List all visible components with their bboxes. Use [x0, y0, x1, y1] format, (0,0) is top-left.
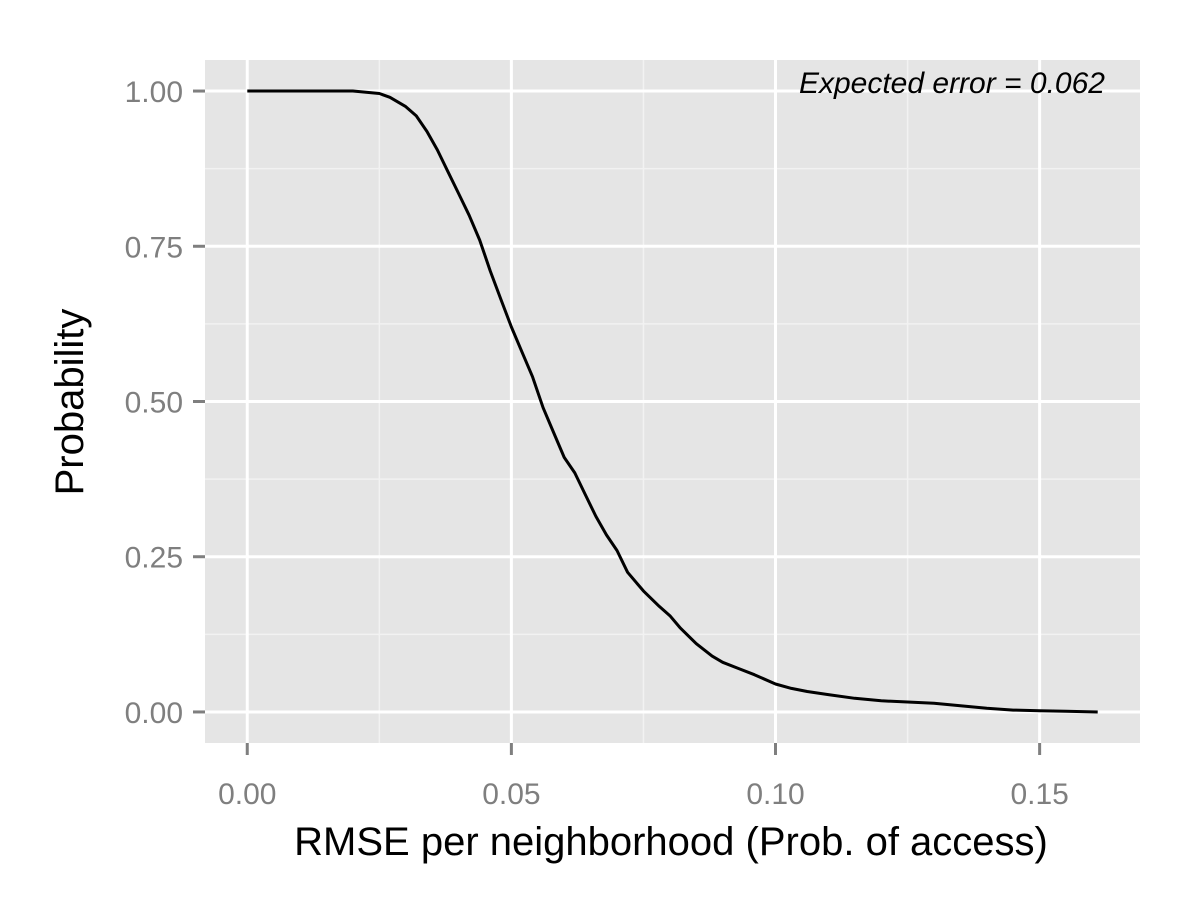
series-line: [247, 89, 1098, 714]
x-tick-label: 0.05: [482, 778, 540, 811]
y-tick-label: 0.75: [125, 231, 183, 264]
y-tick-label: 1.00: [125, 76, 183, 109]
expected-error-annotation: Expected error = 0.062: [799, 67, 1105, 100]
x-tick-label: 0.10: [746, 778, 804, 811]
y-axis: 0.00 0.25 0.50 0.75 1.00: [125, 76, 205, 730]
x-tick-label: 0.15: [1010, 778, 1068, 811]
x-axis-title: RMSE per neighborhood (Prob. of access): [294, 820, 1048, 864]
y-tick-label: 0.50: [125, 387, 183, 420]
y-axis-title: Probability: [48, 309, 92, 496]
x-tick-label: 0.00: [218, 778, 276, 811]
y-tick-label: 0.00: [125, 697, 183, 730]
y-tick-label: 0.25: [125, 542, 183, 575]
x-axis: 0.00 0.05 0.10 0.15: [218, 743, 1069, 811]
